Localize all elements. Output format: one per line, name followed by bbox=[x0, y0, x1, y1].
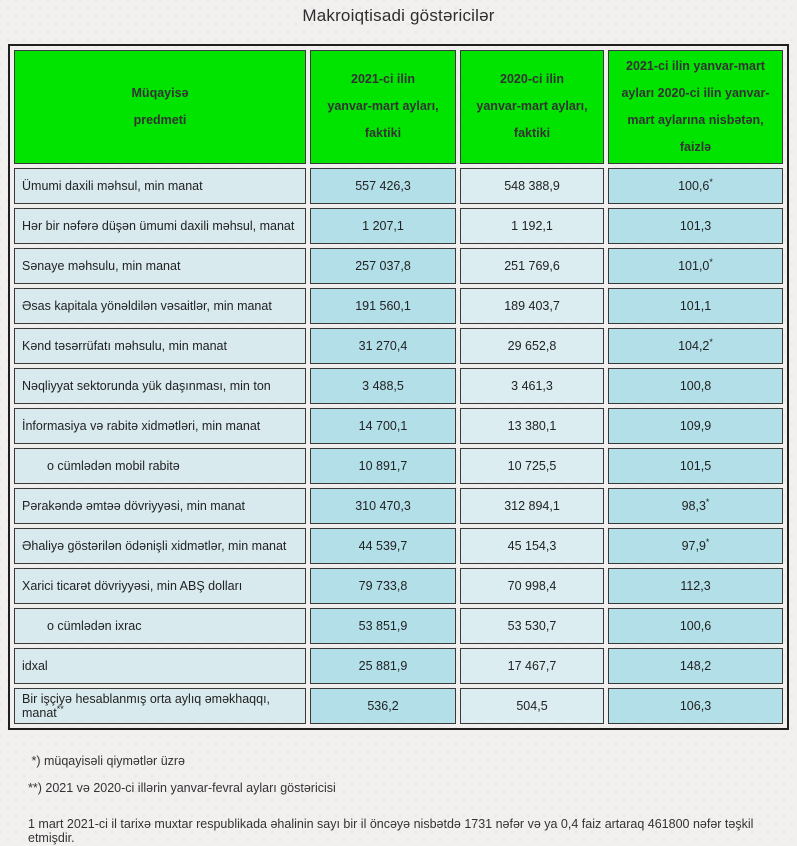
value-percent: 101,0* bbox=[608, 247, 783, 284]
page-title: Makroiqtisadi göstəricilər bbox=[302, 6, 495, 25]
footnotes: *) müqayisəli qiymətlər üzrə **) 2021 və… bbox=[28, 754, 797, 795]
value-2021: 191 560,1 bbox=[310, 287, 456, 324]
population-summary-text: 1 mart 2021-ci il tarixə muxtar respubli… bbox=[28, 816, 754, 845]
row-label: o cümlədən mobil rabitə bbox=[14, 447, 306, 484]
value-2021: 44 539,7 bbox=[310, 527, 456, 564]
value-percent: 112,3 bbox=[608, 567, 783, 604]
table-row: Əhaliyə göstərilən ödənişli xidmətlər, m… bbox=[14, 527, 783, 564]
table-header-row: Müqayisə predmeti 2021-ci ilin yanvar-ma… bbox=[14, 50, 783, 164]
table-row: Əsas kapitala yönəldilən vəsaitlər, min … bbox=[14, 287, 783, 324]
value-2021: 1 207,1 bbox=[310, 207, 456, 244]
value-2020: 13 380,1 bbox=[460, 407, 604, 444]
table-row: İnformasiya və rabitə xidmətləri, min ma… bbox=[14, 407, 783, 444]
value-2020: 189 403,7 bbox=[460, 287, 604, 324]
row-label: Kənd təsərrüfatı məhsulu, min manat bbox=[14, 327, 306, 364]
value-2021: 10 891,7 bbox=[310, 447, 456, 484]
value-2020: 1 192,1 bbox=[460, 207, 604, 244]
row-label: o cümlədən ixrac bbox=[14, 607, 306, 644]
row-label: idxal bbox=[14, 647, 306, 684]
table-row: Kənd təsərrüfatı məhsulu, min manat 31 27… bbox=[14, 327, 783, 364]
value-percent: 106,3 bbox=[608, 687, 783, 724]
value-2021: 79 733,8 bbox=[310, 567, 456, 604]
value-2020: 251 769,6 bbox=[460, 247, 604, 284]
macro-indicators-table: Müqayisə predmeti 2021-ci ilin yanvar-ma… bbox=[8, 44, 789, 730]
footnote-single-asterisk: *) müqayisəli qiymətlər üzrə bbox=[28, 753, 186, 768]
value-2020: 70 998,4 bbox=[460, 567, 604, 604]
value-2021: 536,2 bbox=[310, 687, 456, 724]
row-label: Ümumi daxili məhsul, min manat bbox=[14, 167, 306, 204]
value-2021: 53 851,9 bbox=[310, 607, 456, 644]
row-label: Əsas kapitala yönəldilən vəsaitlər, min … bbox=[14, 287, 306, 324]
value-2020: 29 652,8 bbox=[460, 327, 604, 364]
value-2021: 310 470,3 bbox=[310, 487, 456, 524]
header-2020-actual: 2020-ci ilin yanvar-mart ayları, faktiki bbox=[460, 50, 604, 164]
value-2020: 10 725,5 bbox=[460, 447, 604, 484]
table-row: Hər bir nəfərə düşən ümumi daxili məhsul… bbox=[14, 207, 783, 244]
row-label: İnformasiya və rabitə xidmətləri, min ma… bbox=[14, 407, 306, 444]
row-label: Pərakəndə əmtəə dövriyyəsi, min manat bbox=[14, 487, 306, 524]
value-percent: 101,3 bbox=[608, 207, 783, 244]
value-2020: 548 388,9 bbox=[460, 167, 604, 204]
header-2021-actual: 2021-ci ilin yanvar-mart ayları, faktiki bbox=[310, 50, 456, 164]
table-row: o cümlədən mobil rabitə 10 891,7 10 725,5 1… bbox=[14, 447, 783, 484]
value-percent: 100,8 bbox=[608, 367, 783, 404]
table-row: Bir işçiyə hesablanmış orta aylıq əməkha… bbox=[14, 687, 783, 724]
row-label: Hər bir nəfərə düşən ümumi daxili məhsul… bbox=[14, 207, 306, 244]
value-percent: 100,6 bbox=[608, 607, 783, 644]
header-percent-change: 2021-ci ilin yanvar-mart ayları 2020-ci … bbox=[608, 50, 783, 164]
value-percent: 97,9* bbox=[608, 527, 783, 564]
value-percent: 109,9 bbox=[608, 407, 783, 444]
table-row: Xarici ticarət dövriyyəsi, min ABŞ dolla… bbox=[14, 567, 783, 604]
value-percent: 148,2 bbox=[608, 647, 783, 684]
value-2021: 257 037,8 bbox=[310, 247, 456, 284]
table-body: Ümumi daxili məhsul, min manat 557 426,3 5… bbox=[14, 167, 783, 724]
value-2021: 14 700,1 bbox=[310, 407, 456, 444]
row-label: Nəqliyyat sektorunda yük daşınması, min … bbox=[14, 367, 306, 404]
footnote-double-asterisk: **) 2021 və 2020-ci illərin yanvar-fevra… bbox=[28, 780, 336, 795]
value-2021: 3 488,5 bbox=[310, 367, 456, 404]
value-2020: 312 894,1 bbox=[460, 487, 604, 524]
value-2021: 31 270,4 bbox=[310, 327, 456, 364]
row-label: Xarici ticarət dövriyyəsi, min ABŞ dolla… bbox=[14, 567, 306, 604]
row-label: Əhaliyə göstərilən ödənişli xidmətlər, m… bbox=[14, 527, 306, 564]
table-row: Sənaye məhsulu, min manat 257 037,8 251 76… bbox=[14, 247, 783, 284]
row-label: Bir işçiyə hesablanmış orta aylıq əməkha… bbox=[14, 687, 306, 724]
table-row: Ümumi daxili məhsul, min manat 557 426,3 5… bbox=[14, 167, 783, 204]
row-label: Sənaye məhsulu, min manat bbox=[14, 247, 306, 284]
value-2021: 557 426,3 bbox=[310, 167, 456, 204]
value-2020: 17 467,7 bbox=[460, 647, 604, 684]
value-2020: 504,5 bbox=[460, 687, 604, 724]
value-percent: 104,2* bbox=[608, 327, 783, 364]
table-row: idxal 25 881,9 17 467,7 148,2 bbox=[14, 647, 783, 684]
value-percent: 100,6* bbox=[608, 167, 783, 204]
value-2020: 53 530,7 bbox=[460, 607, 604, 644]
value-2021: 25 881,9 bbox=[310, 647, 456, 684]
value-percent: 101,5 bbox=[608, 447, 783, 484]
value-percent: 101,1 bbox=[608, 287, 783, 324]
table-row: Pərakəndə əmtəə dövriyyəsi, min manat 310… bbox=[14, 487, 783, 524]
header-comparison-subject: Müqayisə predmeti bbox=[14, 50, 306, 164]
value-2020: 45 154,3 bbox=[460, 527, 604, 564]
value-2020: 3 461,3 bbox=[460, 367, 604, 404]
table-row: o cümlədən ixrac 53 851,9 53 530,7 100,6 bbox=[14, 607, 783, 644]
table-row: Nəqliyyat sektorunda yük daşınması, min … bbox=[14, 367, 783, 404]
value-percent: 98,3* bbox=[608, 487, 783, 524]
